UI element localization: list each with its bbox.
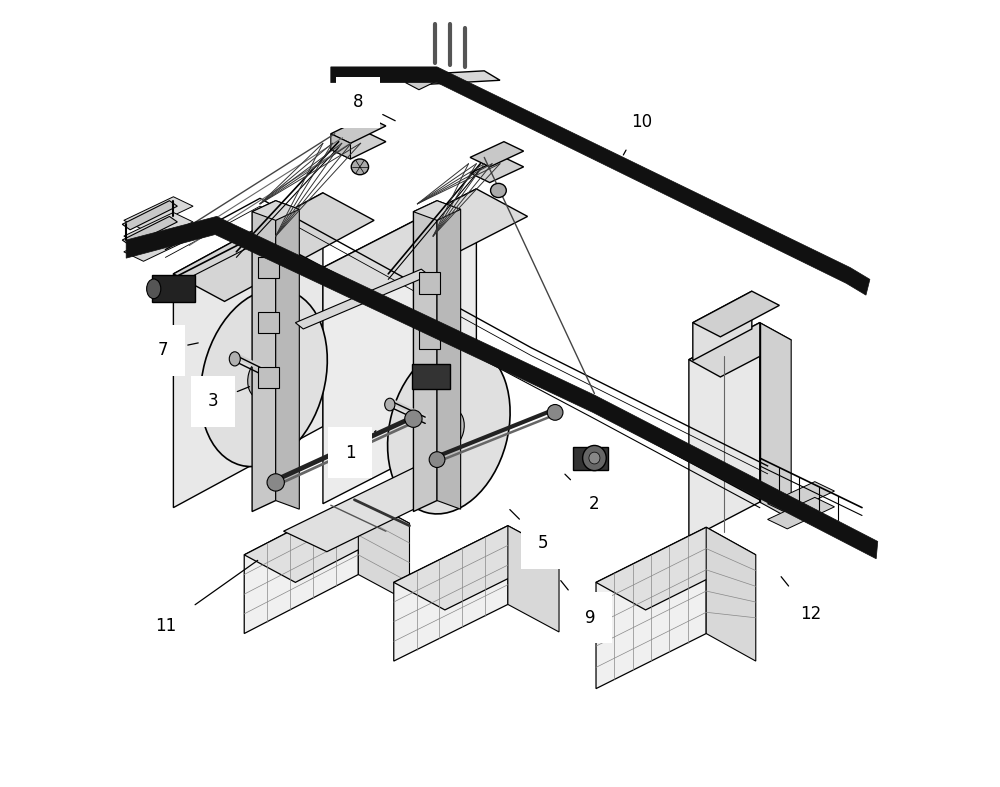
Ellipse shape — [147, 279, 161, 298]
Polygon shape — [596, 527, 706, 689]
Polygon shape — [689, 323, 791, 377]
Polygon shape — [284, 466, 461, 552]
Ellipse shape — [547, 405, 563, 420]
Polygon shape — [276, 201, 299, 509]
Polygon shape — [331, 116, 386, 143]
Text: 1: 1 — [345, 430, 376, 461]
Ellipse shape — [229, 352, 240, 366]
Text: 11: 11 — [155, 560, 258, 634]
FancyBboxPatch shape — [573, 447, 608, 470]
Text: 12: 12 — [781, 577, 821, 623]
Polygon shape — [437, 201, 461, 509]
Text: 7: 7 — [158, 342, 198, 359]
Polygon shape — [760, 323, 791, 519]
Polygon shape — [122, 201, 177, 230]
Text: 8: 8 — [353, 94, 395, 120]
Polygon shape — [122, 216, 177, 246]
Ellipse shape — [351, 159, 369, 175]
Text: 10: 10 — [623, 113, 652, 155]
Polygon shape — [768, 497, 834, 529]
FancyBboxPatch shape — [258, 257, 279, 278]
Polygon shape — [768, 482, 834, 513]
FancyBboxPatch shape — [412, 364, 450, 389]
Polygon shape — [358, 496, 409, 602]
Polygon shape — [124, 197, 193, 230]
Polygon shape — [323, 189, 476, 504]
Polygon shape — [394, 526, 559, 610]
Polygon shape — [323, 189, 528, 295]
Polygon shape — [413, 201, 461, 220]
Polygon shape — [173, 193, 323, 508]
Ellipse shape — [583, 445, 606, 471]
Polygon shape — [252, 201, 276, 512]
Polygon shape — [413, 201, 437, 512]
Polygon shape — [689, 323, 760, 539]
Polygon shape — [244, 496, 409, 582]
Polygon shape — [693, 291, 779, 337]
Polygon shape — [124, 228, 193, 261]
Ellipse shape — [388, 344, 510, 514]
FancyBboxPatch shape — [258, 367, 279, 388]
Polygon shape — [706, 527, 756, 661]
Ellipse shape — [405, 410, 422, 427]
Polygon shape — [693, 291, 752, 360]
FancyBboxPatch shape — [258, 312, 279, 333]
Polygon shape — [252, 201, 299, 220]
Polygon shape — [173, 193, 374, 301]
Polygon shape — [413, 71, 500, 84]
Ellipse shape — [201, 289, 327, 467]
Text: 3: 3 — [207, 386, 250, 410]
Polygon shape — [295, 269, 429, 329]
Ellipse shape — [491, 183, 506, 198]
Polygon shape — [124, 212, 193, 246]
Polygon shape — [508, 526, 559, 632]
Ellipse shape — [433, 408, 464, 449]
Ellipse shape — [267, 474, 284, 491]
Polygon shape — [331, 132, 386, 159]
Text: 5: 5 — [510, 509, 549, 552]
Polygon shape — [470, 157, 524, 183]
FancyBboxPatch shape — [419, 272, 440, 294]
Polygon shape — [596, 527, 756, 610]
Ellipse shape — [429, 452, 445, 467]
Polygon shape — [331, 134, 350, 159]
Polygon shape — [470, 142, 524, 167]
FancyBboxPatch shape — [419, 327, 440, 349]
FancyBboxPatch shape — [152, 275, 195, 302]
Polygon shape — [331, 67, 870, 295]
Ellipse shape — [248, 357, 280, 399]
Text: 9: 9 — [561, 581, 596, 626]
Ellipse shape — [385, 398, 395, 411]
Ellipse shape — [589, 452, 600, 464]
Polygon shape — [406, 69, 446, 90]
Text: 2: 2 — [565, 474, 600, 512]
Polygon shape — [394, 526, 508, 661]
Polygon shape — [244, 496, 358, 634]
Polygon shape — [126, 216, 878, 559]
